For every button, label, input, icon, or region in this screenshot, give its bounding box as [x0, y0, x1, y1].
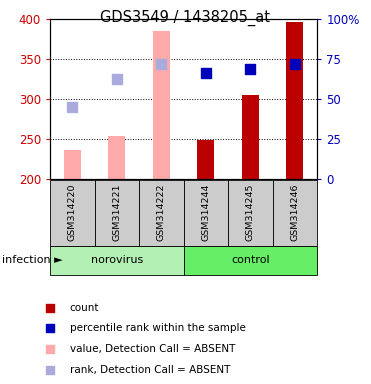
Text: GSM314246: GSM314246 [290, 184, 299, 242]
Bar [197, 140, 214, 179]
Bar [273, 180, 317, 246]
Bar [184, 180, 228, 246]
Text: GDS3549 / 1438205_at: GDS3549 / 1438205_at [101, 10, 270, 26]
Text: percentile rank within the sample: percentile rank within the sample [70, 323, 246, 333]
Point [114, 76, 120, 82]
Text: norovirus: norovirus [91, 255, 143, 265]
Text: count: count [70, 303, 99, 313]
Point [47, 346, 53, 352]
Point [247, 66, 253, 73]
Text: value, Detection Call = ABSENT: value, Detection Call = ABSENT [70, 344, 235, 354]
Bar [228, 180, 273, 246]
Bar [95, 180, 139, 246]
Bar [153, 31, 170, 179]
Point [47, 325, 53, 331]
Bar [286, 22, 303, 179]
Point [292, 61, 298, 67]
Text: GSM314245: GSM314245 [246, 184, 255, 242]
Text: control: control [231, 255, 270, 265]
Bar [184, 246, 317, 275]
Point [69, 104, 75, 110]
Text: GSM314220: GSM314220 [68, 184, 77, 242]
Text: GSM314221: GSM314221 [112, 184, 121, 242]
Bar [139, 180, 184, 246]
Point [47, 367, 53, 373]
Bar [64, 150, 81, 179]
Bar [50, 246, 184, 275]
Point [158, 61, 164, 67]
Text: GSM314222: GSM314222 [157, 184, 166, 242]
Point [203, 70, 209, 76]
Text: GSM314244: GSM314244 [201, 184, 210, 242]
Point [47, 305, 53, 311]
Bar [50, 180, 95, 246]
Bar [108, 136, 125, 179]
Text: infection ►: infection ► [2, 255, 62, 265]
Text: rank, Detection Call = ABSENT: rank, Detection Call = ABSENT [70, 365, 230, 375]
Bar [242, 95, 259, 179]
